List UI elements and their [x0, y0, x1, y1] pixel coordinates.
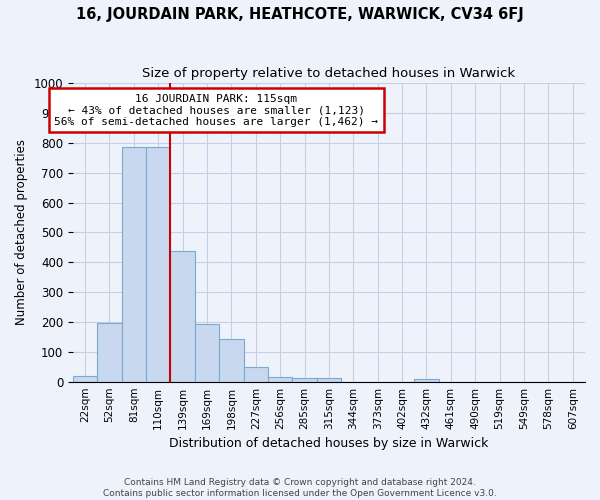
Bar [122, 146, 146, 382]
X-axis label: Distribution of detached houses by size in Warwick: Distribution of detached houses by size … [169, 437, 488, 450]
Bar [195, 324, 219, 382]
Bar [170, 251, 195, 382]
Y-axis label: Number of detached properties: Number of detached properties [15, 140, 28, 326]
Bar [146, 146, 170, 382]
Bar [415, 378, 439, 382]
Bar [97, 323, 122, 382]
Bar [244, 367, 268, 382]
Bar [317, 378, 341, 382]
Text: 16 JOURDAIN PARK: 115sqm
← 43% of detached houses are smaller (1,123)
56% of sem: 16 JOURDAIN PARK: 115sqm ← 43% of detach… [54, 94, 378, 126]
Bar [73, 376, 97, 382]
Text: Contains HM Land Registry data © Crown copyright and database right 2024.
Contai: Contains HM Land Registry data © Crown c… [103, 478, 497, 498]
Text: 16, JOURDAIN PARK, HEATHCOTE, WARWICK, CV34 6FJ: 16, JOURDAIN PARK, HEATHCOTE, WARWICK, C… [76, 8, 524, 22]
Title: Size of property relative to detached houses in Warwick: Size of property relative to detached ho… [142, 68, 515, 80]
Bar [219, 339, 244, 382]
Bar [268, 377, 292, 382]
Bar [292, 378, 317, 382]
